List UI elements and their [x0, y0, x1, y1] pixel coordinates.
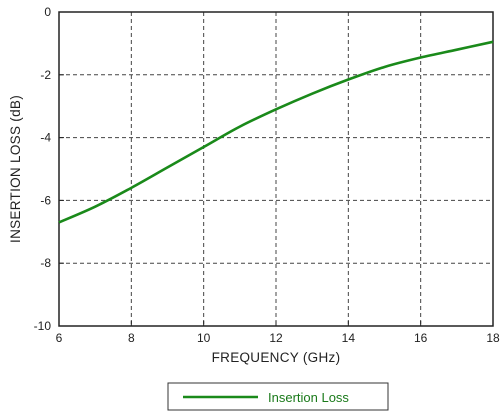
y-axis-label: INSERTION LOSS (dB) [8, 95, 23, 243]
legend: Insertion Loss [167, 382, 389, 411]
series-lines [58, 40, 494, 224]
x-tick-label: 6 [56, 331, 63, 345]
y-tick-label: -6 [40, 193, 51, 207]
x-tick-label: 12 [269, 331, 283, 345]
y-tick-label: -10 [34, 319, 52, 333]
grid-lines [59, 12, 493, 326]
x-tick-label: 18 [486, 331, 500, 345]
x-tick-label: 16 [414, 331, 428, 345]
x-axis-label: FREQUENCY (GHz) [212, 350, 341, 365]
x-tick-label: 10 [197, 331, 211, 345]
y-tick-label: -4 [40, 131, 51, 145]
y-tick-label: -8 [40, 256, 51, 270]
legend-label-insertion-loss: Insertion Loss [268, 390, 349, 405]
y-tick-label: -2 [40, 68, 51, 82]
series-line-0 [58, 40, 494, 224]
x-tick-label: 14 [342, 331, 356, 345]
x-tick-label: 8 [128, 331, 135, 345]
y-tick-label: 0 [44, 5, 51, 19]
x-tick-labels: 6 8 10 12 14 16 18 [56, 321, 500, 345]
y-tick-labels: 0 -2 -4 -6 -8 -10 [34, 5, 64, 333]
